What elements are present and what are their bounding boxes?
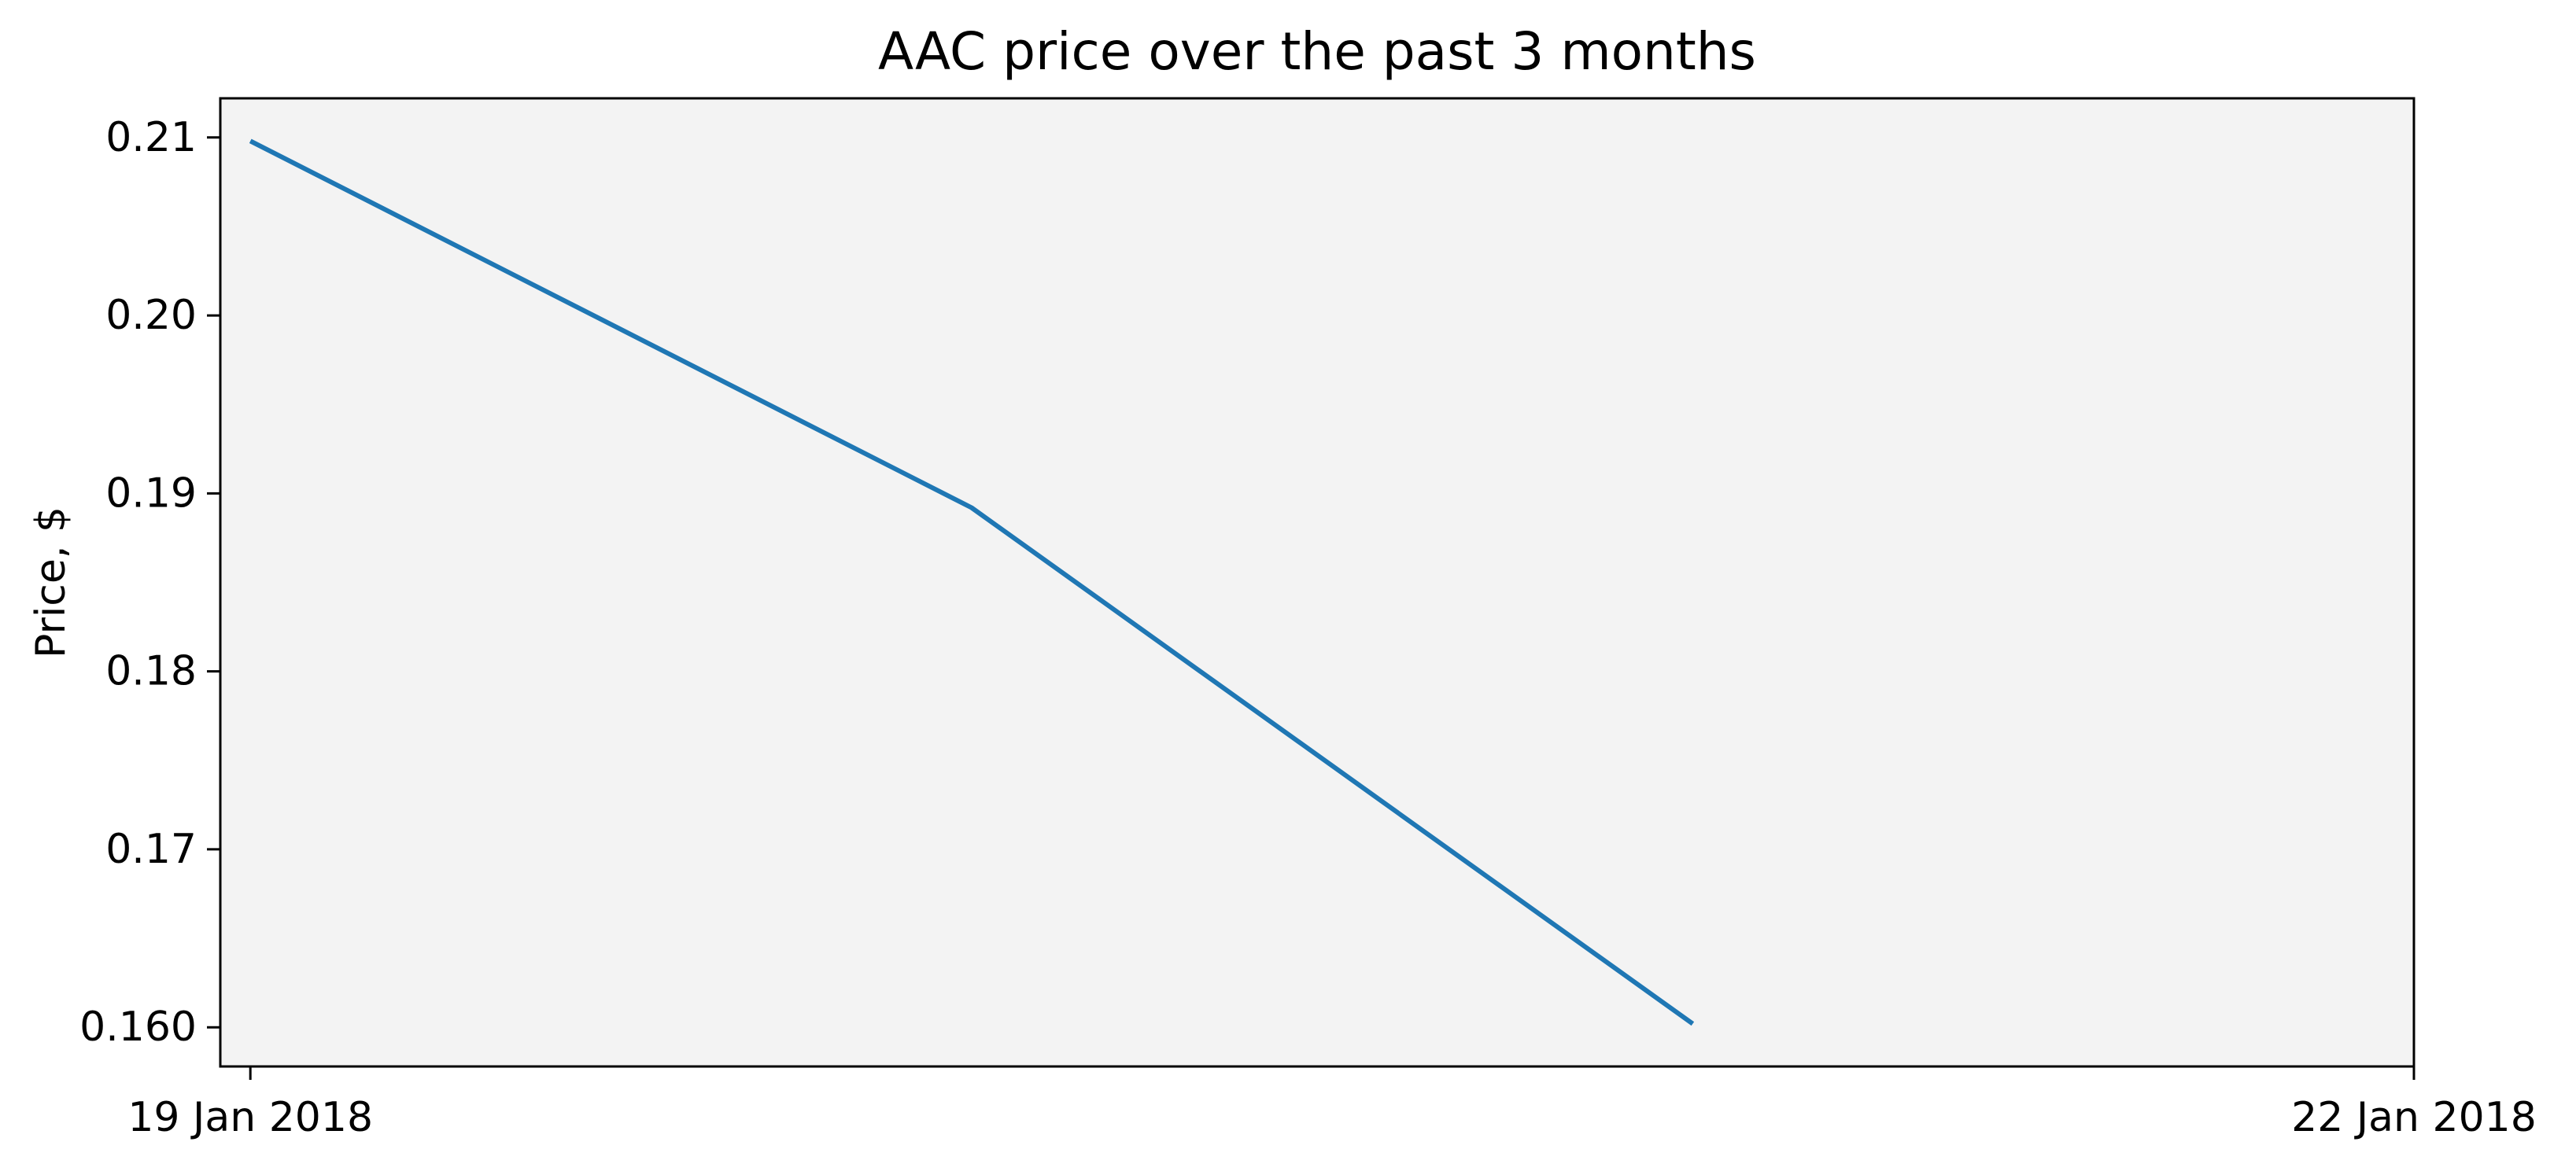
y-axis-ticks: 0.160 0.17 0.18 0.19 0.20 0.21 (79, 114, 220, 1051)
x-axis-ticks: 19 Jan 2018 22 Jan 2018 (127, 1066, 2537, 1141)
y-tick-label: 0.19 (105, 470, 197, 517)
y-tick-label: 0.20 (105, 292, 197, 339)
y-axis-label: Price, $ (28, 506, 75, 658)
x-tick-label: 22 Jan 2018 (2291, 1094, 2537, 1141)
x-tick-label: 19 Jan 2018 (127, 1094, 373, 1141)
series-group (249, 138, 1695, 1026)
plot-frame (219, 97, 2415, 1068)
y-tick-label: 0.17 (105, 826, 197, 873)
y-tick-label: 0.21 (105, 114, 197, 161)
y-tick-label: 0.160 (79, 1004, 197, 1051)
y-tick-label: 0.18 (105, 648, 197, 695)
series-line (249, 138, 1695, 1026)
plot-area (220, 98, 2414, 1066)
chart-title: AAC price over the past 3 months (878, 21, 1756, 82)
